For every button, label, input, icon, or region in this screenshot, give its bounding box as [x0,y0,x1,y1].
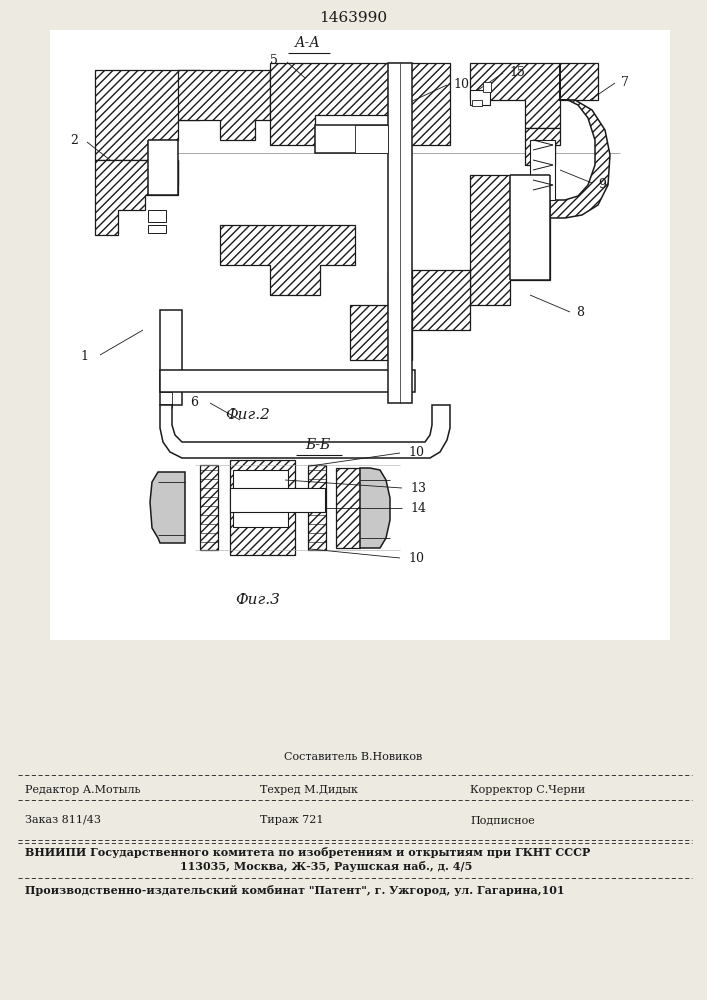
Text: 6: 6 [190,395,198,408]
Bar [470,90,490,105]
Bar [530,140,555,200]
Bar [160,310,182,405]
Bar [472,100,482,106]
Polygon shape [470,63,598,128]
Polygon shape [525,128,560,165]
Polygon shape [150,472,185,543]
Text: 15: 15 [509,66,525,79]
Polygon shape [308,465,326,550]
Polygon shape [360,468,390,548]
Text: Редактор А.Мотыль: Редактор А.Мотыль [25,785,141,795]
Text: Заказ 811/43: Заказ 811/43 [25,815,101,825]
Polygon shape [388,270,412,360]
Text: А-А: А-А [295,36,321,50]
Text: 7: 7 [621,76,629,89]
Polygon shape [350,305,388,360]
Text: 10: 10 [408,552,424,566]
Bar [50,30,670,640]
Text: 10: 10 [408,446,424,458]
Polygon shape [230,460,295,555]
Polygon shape [470,175,550,305]
Text: ВНИИПИ Государственного комитета по изобретениям и открытиям при ГКНТ СССР: ВНИИПИ Государственного комитета по изоб… [25,848,590,858]
Text: 14: 14 [410,502,426,514]
Polygon shape [336,468,360,548]
Bar [160,370,415,392]
Polygon shape [148,160,178,185]
Text: Б-Б: Б-Б [305,438,331,452]
Bar [233,503,288,527]
Text: 5: 5 [270,53,278,66]
Text: 10: 10 [453,78,469,91]
Bar [233,470,288,498]
Bar [148,225,166,233]
Text: Фиг.3: Фиг.3 [235,593,281,607]
Text: 1463990: 1463990 [319,11,387,25]
Polygon shape [95,70,200,160]
Polygon shape [160,405,450,458]
Bar [230,488,325,512]
Text: 2: 2 [70,133,78,146]
Polygon shape [220,225,355,295]
Text: 13: 13 [410,482,426,494]
Text: 1: 1 [80,350,88,362]
Bar [510,175,550,280]
Polygon shape [412,270,470,330]
Text: 113035, Москва, Ж-35, Раушская наб., д. 4/5: 113035, Москва, Ж-35, Раушская наб., д. … [180,860,472,871]
Polygon shape [550,63,610,218]
Bar [140,460,520,620]
Text: Составитель В.Новиков: Составитель В.Новиков [284,752,422,762]
Polygon shape [270,63,450,145]
Text: 8: 8 [576,306,584,320]
Text: 9: 9 [598,178,606,190]
Bar [148,140,178,195]
Text: Фиг.2: Фиг.2 [226,408,271,422]
Polygon shape [178,70,270,140]
Text: Подписное: Подписное [470,815,534,825]
Bar [483,82,491,92]
Bar [355,125,388,153]
Bar [148,210,166,222]
Bar [388,63,412,403]
Text: Техред М.Дидык: Техред М.Дидык [260,785,358,795]
Bar [315,125,405,153]
Text: Тираж 721: Тираж 721 [260,815,324,825]
Text: Корректор С.Черни: Корректор С.Черни [470,785,585,795]
Polygon shape [95,160,178,235]
Text: Производственно-издательский комбинат "Патент", г. Ужгород, ул. Гагарина,101: Производственно-издательский комбинат "П… [25,884,564,896]
Polygon shape [200,465,218,550]
